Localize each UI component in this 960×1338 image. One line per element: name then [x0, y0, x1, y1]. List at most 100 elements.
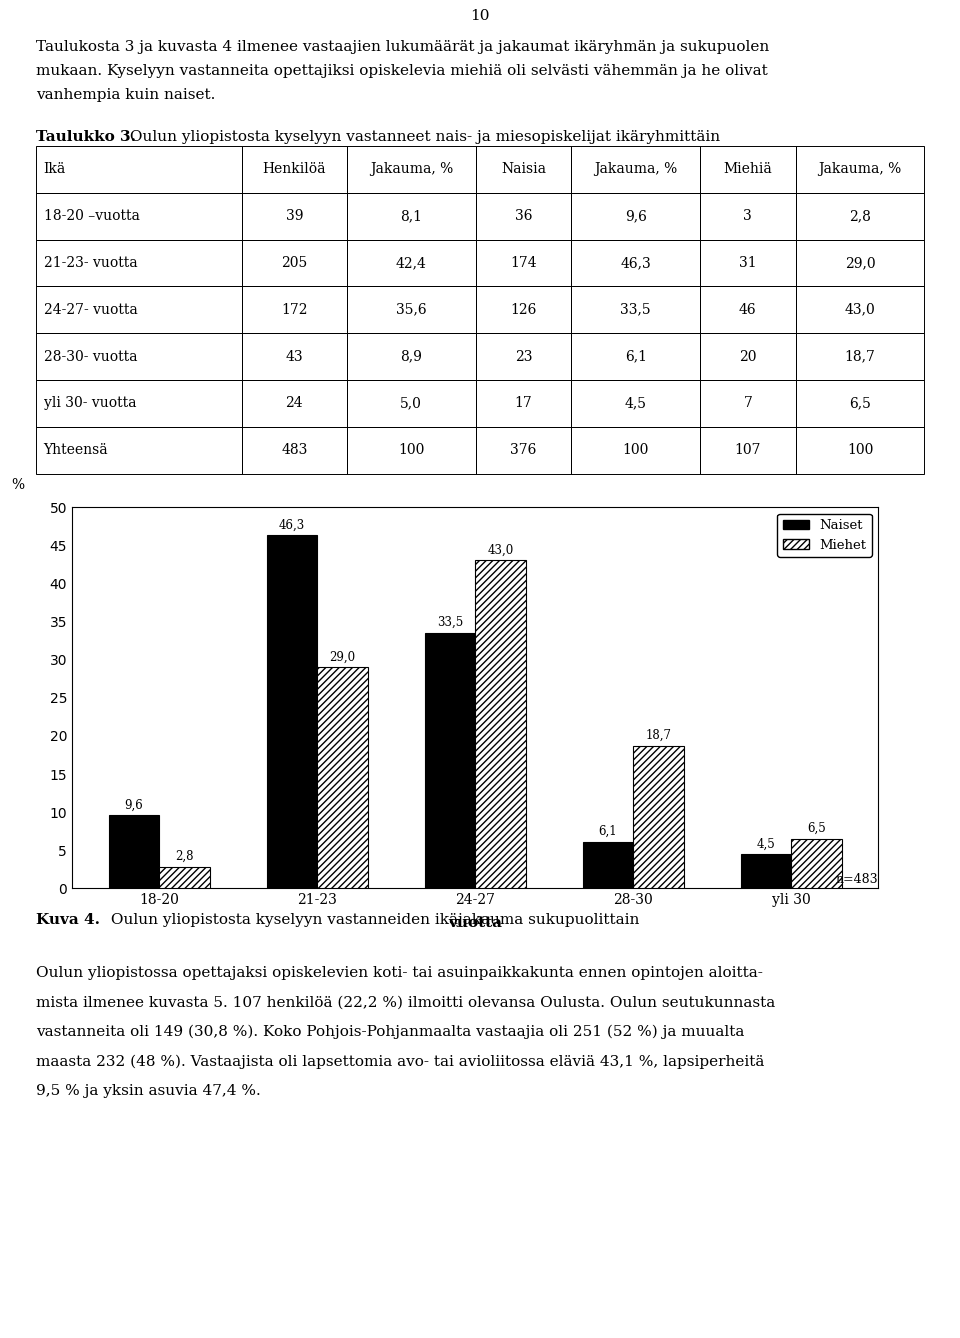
Bar — [242, 427, 347, 474]
Text: 20: 20 — [739, 349, 756, 364]
Text: 18-20 –vuotta: 18-20 –vuotta — [43, 209, 139, 223]
Bar — [36, 427, 242, 474]
Text: mista ilmenee kuvasta 5. 107 henkilöä (22,2 %) ilmoitti olevansa Oulusta. Oulun : mista ilmenee kuvasta 5. 107 henkilöä (2… — [36, 995, 776, 1009]
Bar — [476, 427, 571, 474]
Legend: Naiset, Miehet: Naiset, Miehet — [778, 514, 872, 557]
Text: 8,9: 8,9 — [400, 349, 422, 364]
Bar — [36, 193, 242, 240]
Bar — [36, 333, 242, 380]
Text: 100: 100 — [622, 443, 649, 458]
Bar — [571, 286, 700, 333]
Text: 3: 3 — [743, 209, 753, 223]
Bar — [242, 240, 347, 286]
Text: n=483: n=483 — [836, 872, 878, 886]
Text: 24-27- vuotta: 24-27- vuotta — [43, 302, 137, 317]
Text: Oulun yliopistossa opettajaksi opiskelevien koti- tai asuinpaikkakunta ennen opi: Oulun yliopistossa opettajaksi opiskelev… — [36, 966, 763, 979]
Text: 5,0: 5,0 — [400, 396, 422, 411]
Bar — [700, 333, 796, 380]
Text: Naisia: Naisia — [501, 162, 546, 177]
Text: 2,8: 2,8 — [176, 850, 194, 863]
Bar — [796, 286, 924, 333]
Bar — [700, 380, 796, 427]
Bar — [571, 427, 700, 474]
Bar — [267, 535, 317, 888]
Bar — [700, 146, 796, 193]
Bar — [796, 427, 924, 474]
Bar — [36, 380, 242, 427]
Bar — [796, 146, 924, 193]
Text: yli 30- vuotta: yli 30- vuotta — [43, 396, 136, 411]
Text: 4,5: 4,5 — [625, 396, 647, 411]
Text: 7: 7 — [743, 396, 753, 411]
Bar — [242, 146, 347, 193]
Text: 23: 23 — [515, 349, 532, 364]
Text: vanhempia kuin naiset.: vanhempia kuin naiset. — [36, 88, 216, 102]
Text: Jakauma, %: Jakauma, % — [370, 162, 453, 177]
Text: 33,5: 33,5 — [620, 302, 651, 317]
Text: 2,8: 2,8 — [849, 209, 871, 223]
Text: 6,1: 6,1 — [599, 826, 617, 838]
Text: 174: 174 — [510, 256, 537, 270]
Text: 9,6: 9,6 — [625, 209, 647, 223]
Text: 43,0: 43,0 — [488, 543, 514, 557]
Text: 31: 31 — [739, 256, 756, 270]
Text: 17: 17 — [515, 396, 533, 411]
Bar — [571, 193, 700, 240]
Bar — [476, 333, 571, 380]
Bar — [347, 146, 476, 193]
Bar — [347, 286, 476, 333]
Text: Oulun yliopistosta kyselyyn vastanneet nais- ja miesopiskelijat ikäryhmittäin: Oulun yliopistosta kyselyyn vastanneet n… — [125, 130, 720, 143]
Bar — [700, 193, 796, 240]
Text: 126: 126 — [511, 302, 537, 317]
Text: 100: 100 — [398, 443, 424, 458]
Text: Oulun yliopistosta kyselyyn vastanneiden ikäjakauma sukupuolittain: Oulun yliopistosta kyselyyn vastanneiden… — [106, 913, 639, 926]
Bar — [476, 286, 571, 333]
Bar — [475, 561, 526, 888]
Text: maasta 232 (48 %). Vastaajista oli lapsettomia avo- tai avioliitossa eläviä 43,1: maasta 232 (48 %). Vastaajista oli lapse… — [36, 1054, 765, 1069]
Text: Miehiä: Miehiä — [724, 162, 772, 177]
Text: 42,4: 42,4 — [396, 256, 426, 270]
Bar — [476, 380, 571, 427]
Bar — [796, 240, 924, 286]
Text: 100: 100 — [847, 443, 874, 458]
Bar — [476, 193, 571, 240]
Bar — [796, 380, 924, 427]
Text: 6,5: 6,5 — [807, 822, 826, 835]
Text: Yhteensä: Yhteensä — [43, 443, 108, 458]
Text: 28-30- vuotta: 28-30- vuotta — [43, 349, 137, 364]
Text: 29,0: 29,0 — [845, 256, 876, 270]
Bar — [740, 854, 791, 888]
Text: 46,3: 46,3 — [620, 256, 651, 270]
Bar — [476, 240, 571, 286]
Text: 10: 10 — [470, 8, 490, 23]
Text: vastanneita oli 149 (30,8 %). Koko Pohjois-Pohjanmaalta vastaajia oli 251 (52 %): vastanneita oli 149 (30,8 %). Koko Pohjo… — [36, 1025, 745, 1040]
Text: %: % — [12, 478, 25, 492]
Bar — [347, 333, 476, 380]
Text: 172: 172 — [281, 302, 307, 317]
Text: mukaan. Kyselyyn vastanneita opettajiksi opiskelevia miehiä oli selvästi vähemmä: mukaan. Kyselyyn vastanneita opettajiksi… — [36, 64, 768, 78]
Text: 36: 36 — [515, 209, 532, 223]
Text: 376: 376 — [511, 443, 537, 458]
Text: 483: 483 — [281, 443, 307, 458]
Bar — [36, 286, 242, 333]
Text: 39: 39 — [285, 209, 303, 223]
Text: 46,3: 46,3 — [278, 519, 305, 531]
Bar — [317, 668, 368, 888]
Text: 46: 46 — [739, 302, 756, 317]
Text: 18,7: 18,7 — [645, 729, 671, 743]
Text: 6,1: 6,1 — [625, 349, 647, 364]
Text: Kuva 4.: Kuva 4. — [36, 913, 101, 926]
Text: 107: 107 — [734, 443, 761, 458]
Text: 8,1: 8,1 — [400, 209, 422, 223]
Text: 18,7: 18,7 — [845, 349, 876, 364]
Bar — [242, 380, 347, 427]
Text: 205: 205 — [281, 256, 307, 270]
Bar — [347, 427, 476, 474]
Bar — [796, 193, 924, 240]
Bar — [796, 333, 924, 380]
Bar — [571, 380, 700, 427]
Bar — [791, 839, 842, 888]
Bar — [242, 333, 347, 380]
Text: 24: 24 — [285, 396, 303, 411]
Bar — [108, 815, 159, 888]
